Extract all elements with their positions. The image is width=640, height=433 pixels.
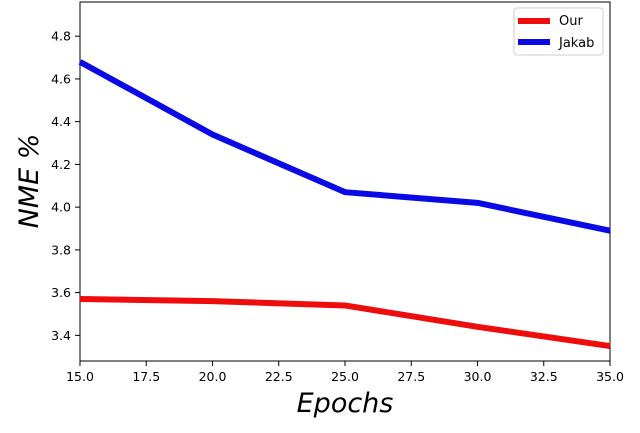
- x-axis-ticks: 15.0 17.5 20.0 22.5 25.0 27.5 30.0 32.5 35.0: [66, 361, 624, 384]
- x-tick-label: 22.5: [265, 369, 293, 384]
- y-tick-label: 4.8: [51, 29, 71, 44]
- series-line-jakab: [78, 59, 611, 234]
- y-tick-label: 3.6: [51, 285, 71, 300]
- legend-label-jakab: Jakab: [558, 36, 594, 51]
- y-tick-label: 4.6: [51, 71, 71, 86]
- x-tick-label: 35.0: [596, 369, 624, 384]
- y-tick-label: 3.4: [51, 328, 71, 343]
- y-axis-label: NME %: [14, 134, 45, 229]
- y-tick-label: 4.2: [51, 157, 71, 172]
- y-tick-label: 4.4: [51, 114, 71, 129]
- x-tick-label: 27.5: [397, 369, 425, 384]
- x-tick-label: 17.5: [132, 369, 160, 384]
- x-tick-label: 32.5: [530, 369, 558, 384]
- series-layer: [78, 59, 611, 350]
- y-axis-ticks: 3.4 3.6 3.8 4.0 4.2 4.4 4.6 4.8: [51, 29, 80, 343]
- x-tick-label: 30.0: [464, 369, 492, 384]
- legend-label-our: Our: [559, 14, 583, 29]
- series-line-our: [79, 296, 611, 350]
- y-tick-label: 3.8: [51, 242, 71, 257]
- x-tick-label: 15.0: [66, 369, 94, 384]
- x-tick-label: 25.0: [331, 369, 359, 384]
- x-axis-label: Epochs: [297, 388, 394, 419]
- legend: Our Jakab: [513, 7, 604, 56]
- x-tick-label: 20.0: [199, 369, 227, 384]
- y-tick-label: 4.0: [51, 200, 71, 215]
